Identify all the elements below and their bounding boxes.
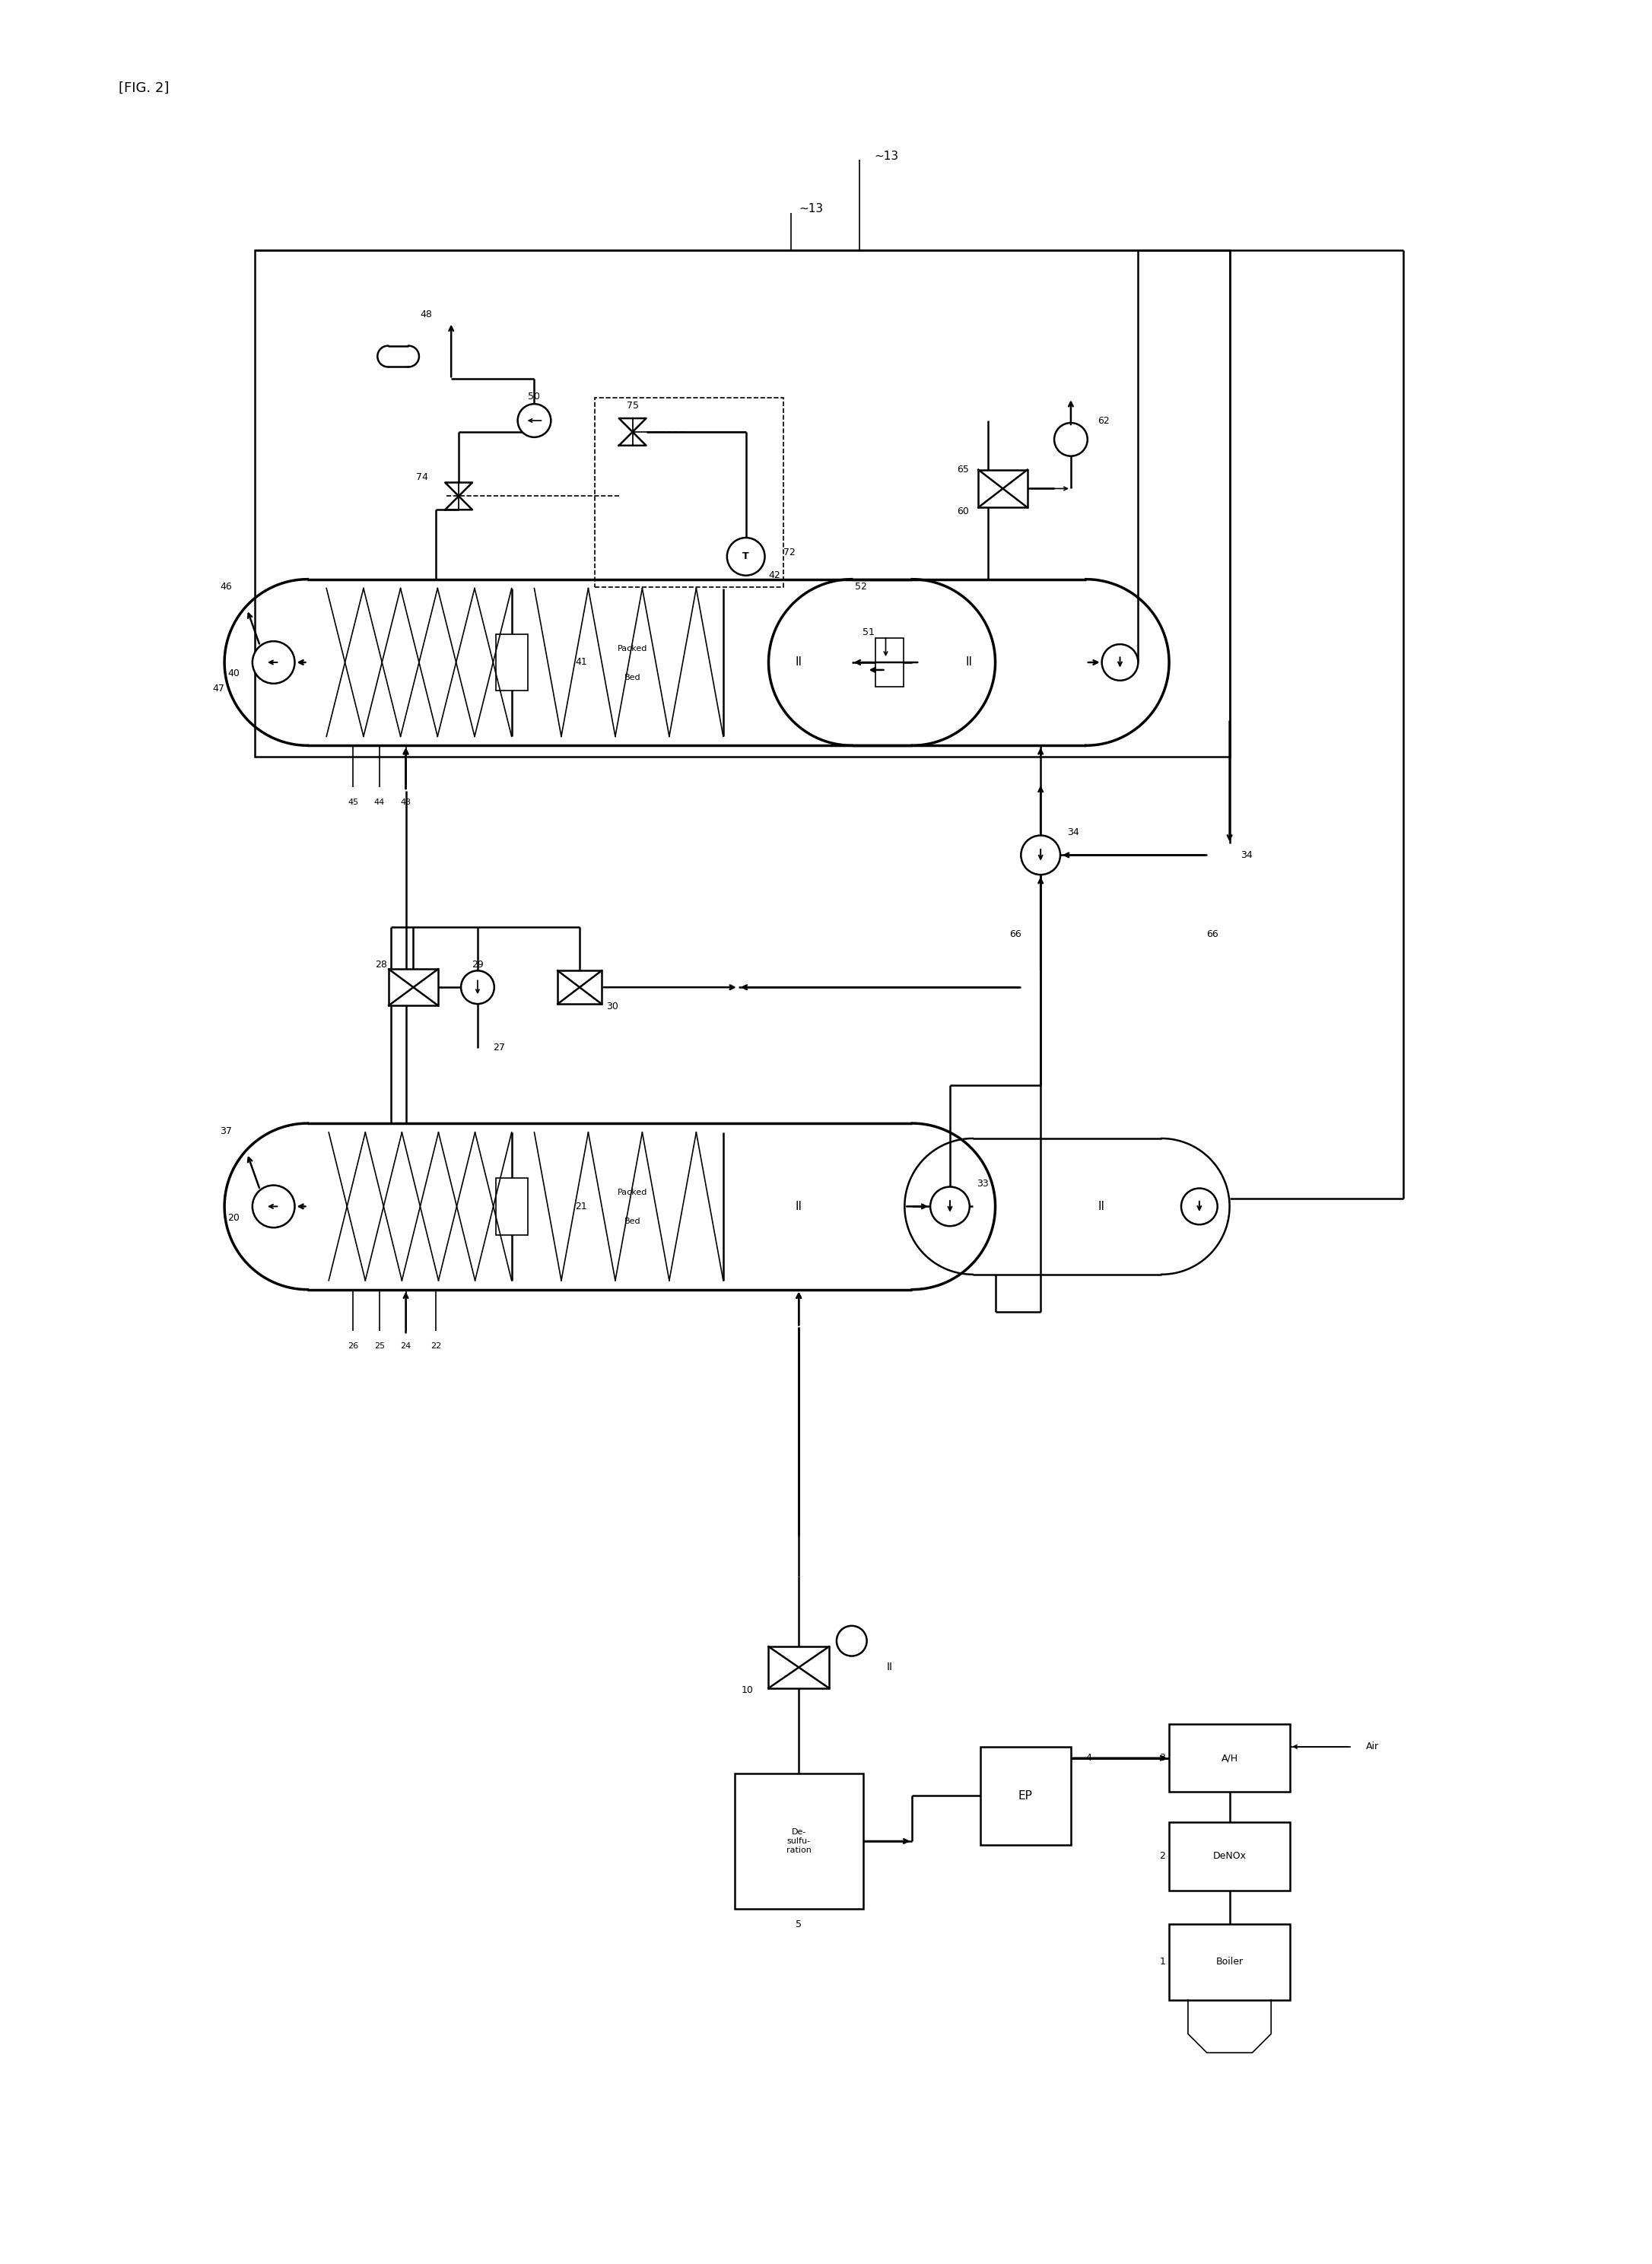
Text: 62: 62 [1097, 417, 1108, 426]
Text: 41: 41 [575, 657, 586, 668]
Text: 66: 66 [1009, 931, 1021, 940]
Text: [FIG. 2]: [FIG. 2] [119, 82, 169, 95]
Text: 25: 25 [373, 1343, 385, 1349]
Text: 60: 60 [957, 507, 968, 516]
Text: 37: 37 [220, 1125, 231, 1137]
Text: 46: 46 [220, 582, 231, 591]
Circle shape [253, 1186, 294, 1227]
Bar [558, 971, 601, 1003]
Text: 40: 40 [228, 668, 240, 679]
Text: 27: 27 [492, 1044, 506, 1053]
Text: Bed: Bed [624, 675, 641, 681]
Bar [1170, 1823, 1290, 1890]
Text: 24: 24 [400, 1343, 411, 1349]
Text: II: II [1097, 1200, 1105, 1211]
Text: 29: 29 [471, 960, 484, 969]
Bar [978, 469, 1028, 507]
Circle shape [517, 403, 550, 437]
Text: ~13: ~13 [800, 204, 823, 215]
Bar [496, 634, 527, 691]
Text: Air: Air [1366, 1741, 1379, 1752]
Text: 44: 44 [373, 799, 385, 806]
Text: 22: 22 [431, 1343, 441, 1349]
Text: 51: 51 [862, 627, 874, 636]
Text: 72: 72 [783, 548, 796, 557]
Text: 42: 42 [768, 571, 780, 580]
Bar [768, 1646, 829, 1689]
Text: Boiler: Boiler [1216, 1956, 1244, 1967]
Text: 26: 26 [347, 1343, 358, 1349]
Circle shape [1054, 423, 1087, 455]
Circle shape [1021, 835, 1061, 874]
Text: A/H: A/H [1221, 1752, 1237, 1764]
Circle shape [461, 971, 494, 1003]
Text: II: II [795, 657, 803, 668]
Text: 30: 30 [606, 1001, 618, 1012]
Text: II: II [887, 1662, 892, 1673]
Circle shape [930, 1186, 970, 1227]
Text: 2: 2 [1160, 1852, 1165, 1861]
Bar [595, 398, 783, 586]
Text: De-
sulfu-
ration: De- sulfu- ration [786, 1829, 811, 1854]
Circle shape [1181, 1189, 1218, 1225]
Text: 47: 47 [213, 684, 225, 693]
Circle shape [727, 537, 765, 575]
Text: ~13: ~13 [874, 149, 899, 161]
Text: 1: 1 [1160, 1956, 1165, 1967]
Text: 4: 4 [1085, 1752, 1092, 1764]
Text: 74: 74 [416, 473, 428, 482]
Text: Packed: Packed [618, 1189, 648, 1198]
Text: 3: 3 [1160, 1752, 1165, 1764]
Bar [254, 251, 1229, 756]
Bar [1170, 1924, 1290, 1999]
Bar [496, 1177, 527, 1234]
Circle shape [1102, 645, 1138, 681]
Text: 48: 48 [420, 310, 433, 319]
Text: 21: 21 [575, 1202, 586, 1211]
Text: Packed: Packed [618, 645, 648, 652]
Circle shape [836, 1626, 867, 1655]
Text: 34: 34 [1241, 849, 1252, 860]
Text: 52: 52 [854, 582, 867, 591]
Text: II: II [795, 1200, 803, 1211]
Text: 34: 34 [1067, 826, 1079, 838]
Text: 28: 28 [375, 960, 387, 969]
Text: 33: 33 [976, 1180, 988, 1189]
Text: 65: 65 [957, 464, 968, 475]
Text: 5: 5 [796, 1920, 801, 1929]
Text: 45: 45 [347, 799, 358, 806]
Text: II: II [965, 657, 973, 668]
Bar [980, 1748, 1070, 1845]
Text: 10: 10 [742, 1684, 753, 1696]
Text: 43: 43 [400, 799, 411, 806]
Text: 50: 50 [529, 392, 540, 401]
Text: Bed: Bed [624, 1218, 641, 1225]
Bar [1170, 1725, 1290, 1793]
Text: T: T [743, 552, 748, 561]
Text: 75: 75 [626, 401, 639, 410]
Text: 66: 66 [1206, 931, 1218, 940]
Text: 20: 20 [228, 1214, 240, 1223]
Bar [735, 1773, 862, 1909]
Bar [388, 969, 438, 1005]
Bar [876, 638, 904, 686]
Text: EP: EP [1018, 1791, 1032, 1802]
Circle shape [253, 641, 294, 684]
Text: DeNOx: DeNOx [1213, 1852, 1246, 1861]
